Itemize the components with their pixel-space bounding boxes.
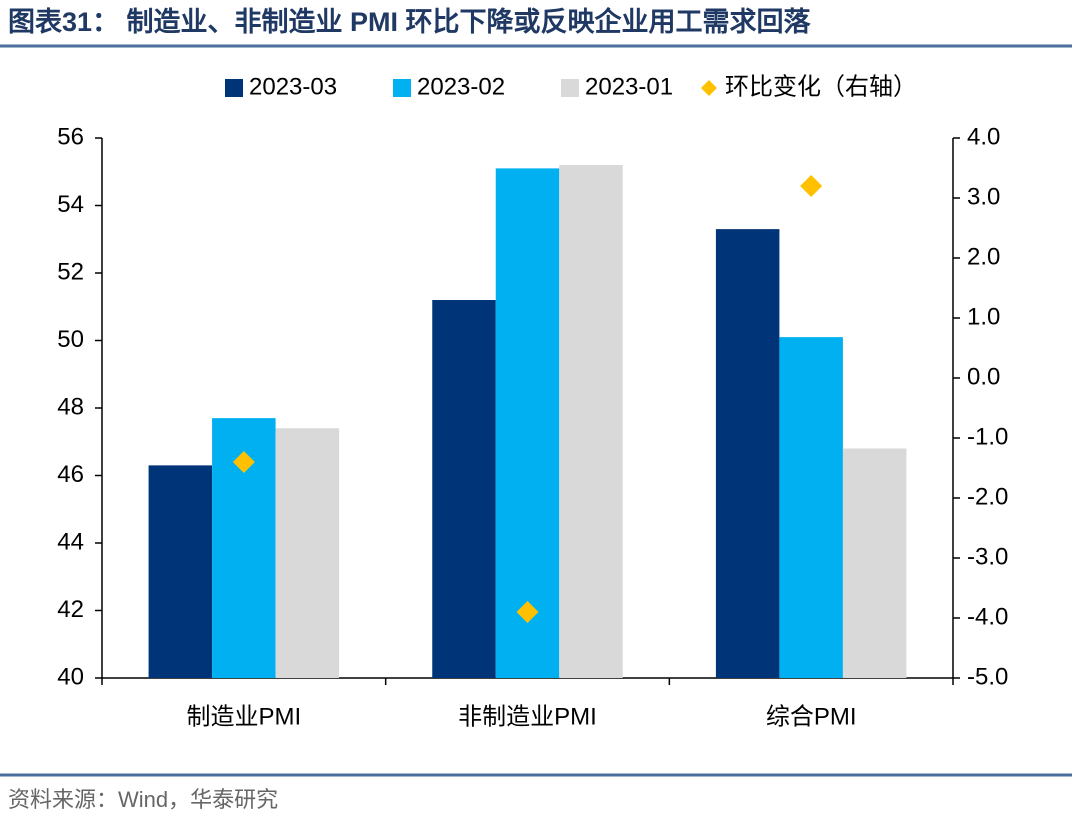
legend-label: 2023-02 bbox=[417, 73, 505, 100]
legend-marker bbox=[701, 80, 717, 96]
source-note: 资料来源：Wind，华泰研究 bbox=[8, 787, 278, 812]
chart-title: 图表31： 制造业、非制造业 PMI 环比下降或反映企业用工需求回落 bbox=[8, 6, 812, 37]
bar bbox=[842, 448, 907, 678]
bar bbox=[432, 300, 496, 678]
y-tick-label: 44 bbox=[57, 528, 84, 555]
diamond-marker bbox=[232, 451, 255, 473]
y2-tick-label: 1.0 bbox=[967, 303, 1000, 330]
bar bbox=[495, 168, 560, 678]
x-tick-label: 非制造业PMI bbox=[458, 703, 597, 730]
y-tick-label: 56 bbox=[57, 123, 84, 150]
y2-tick-label: 2.0 bbox=[967, 243, 1000, 270]
y-tick-label: 50 bbox=[57, 326, 84, 353]
y-tick-label: 42 bbox=[57, 596, 84, 623]
y-tick-label: 48 bbox=[57, 393, 84, 420]
legend-swatch bbox=[393, 79, 411, 97]
y2-tick-label: 4.0 bbox=[967, 123, 1000, 150]
legend-swatch bbox=[561, 79, 579, 97]
y2-tick-label: -1.0 bbox=[967, 423, 1008, 450]
x-tick-label: 制造业PMI bbox=[186, 703, 301, 730]
diamond-marker bbox=[516, 601, 539, 623]
y2-tick-label: -5.0 bbox=[967, 663, 1008, 690]
x-tick-label: 综合PMI bbox=[766, 703, 857, 730]
bar bbox=[275, 428, 340, 678]
legend-label: 2023-01 bbox=[585, 73, 673, 100]
y-tick-label: 54 bbox=[57, 191, 84, 218]
legend-label: 环比变化（右轴） bbox=[725, 73, 917, 100]
legend-swatch bbox=[225, 79, 243, 97]
y-tick-label: 46 bbox=[57, 461, 84, 488]
bar bbox=[715, 229, 780, 678]
bar bbox=[779, 337, 843, 678]
y2-tick-label: -4.0 bbox=[967, 603, 1008, 630]
y2-tick-label: 0.0 bbox=[967, 363, 1000, 390]
diamond-marker bbox=[800, 175, 823, 197]
y2-tick-label: -2.0 bbox=[967, 483, 1008, 510]
bar bbox=[559, 165, 623, 678]
y2-tick-label: -3.0 bbox=[967, 543, 1008, 570]
bar bbox=[148, 465, 213, 678]
legend-label: 2023-03 bbox=[249, 73, 337, 100]
y-tick-label: 52 bbox=[57, 258, 84, 285]
y2-tick-label: 3.0 bbox=[967, 183, 1000, 210]
y-tick-label: 40 bbox=[57, 663, 84, 690]
